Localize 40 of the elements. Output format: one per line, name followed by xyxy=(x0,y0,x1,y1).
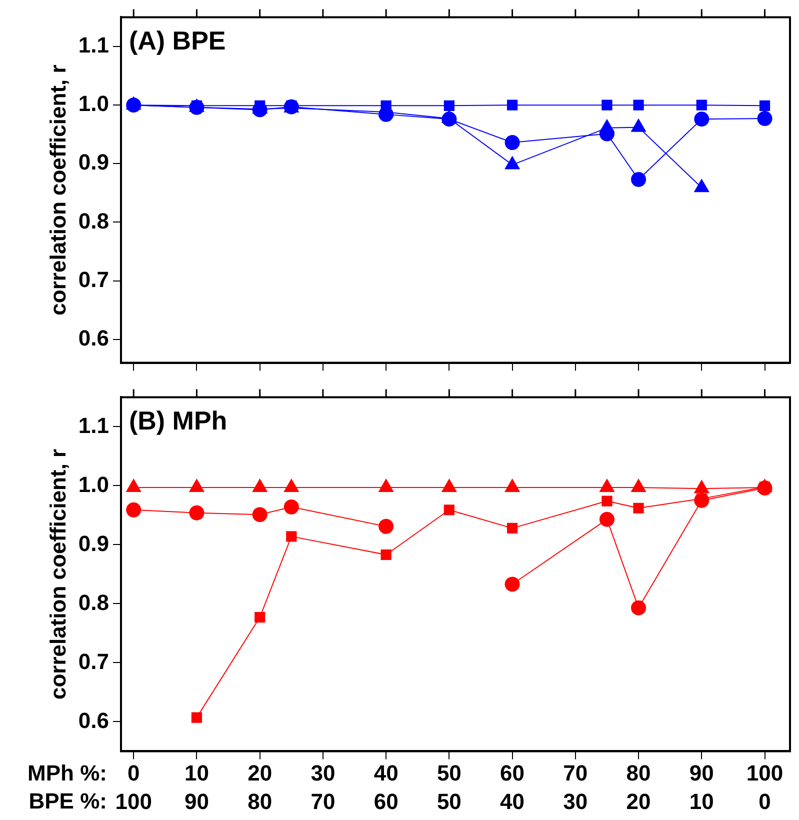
x2-tick-label: 80 xyxy=(248,788,272,814)
chart-title: (A) BPE xyxy=(128,25,226,56)
y-tick-label: 0.6 xyxy=(78,708,109,733)
x2-tick-label: 20 xyxy=(626,788,651,814)
x2-tick-label: 40 xyxy=(500,788,525,814)
x-tick-label: 30 xyxy=(310,760,336,786)
y-tick-label: 0.9 xyxy=(78,150,109,175)
x2-tick-label: 10 xyxy=(689,788,714,814)
x2-tick-label: 70 xyxy=(310,788,336,814)
y-tick-label: 0.7 xyxy=(78,266,109,292)
x2-tick-label: 0 xyxy=(758,788,771,814)
x2-tick-label: 30 xyxy=(563,788,588,814)
x2-tick-label: 60 xyxy=(374,788,398,814)
x-tick-label: 100 xyxy=(746,760,784,786)
x-tick-label: 0 xyxy=(127,760,140,786)
y-tick-label: 0.8 xyxy=(78,590,109,615)
x2-tick-label: 50 xyxy=(436,788,462,814)
x-tick-label: 70 xyxy=(563,760,588,786)
y-tick-label: 1.0 xyxy=(78,91,109,116)
y-tick-label: 1.0 xyxy=(78,472,109,497)
x2-tick-label: 90 xyxy=(184,788,209,814)
x-tick-label: 60 xyxy=(500,760,525,786)
x-tick-label: 10 xyxy=(184,760,209,786)
y-axis-title: correlation coefficient, r xyxy=(45,64,70,316)
y-tick-label: 1.1 xyxy=(78,32,109,58)
x-tick-label: 50 xyxy=(436,760,462,786)
x-tick-label: 90 xyxy=(689,760,714,786)
y-axis-title: correlation coefficient, r xyxy=(45,448,70,700)
y-tick-label: 1.1 xyxy=(78,412,109,438)
x2-axis-title: BPE %: xyxy=(28,788,107,814)
x-tick-label: 80 xyxy=(626,760,651,786)
y-tick-label: 0.6 xyxy=(78,325,109,350)
x-tick-label: 20 xyxy=(248,760,272,786)
y-tick-label: 0.7 xyxy=(78,648,109,674)
y-tick-label: 0.8 xyxy=(78,208,109,234)
chart-title: (B) MPh xyxy=(128,405,228,436)
x-tick-label: 40 xyxy=(374,760,398,786)
x-axis-title: MPh %: xyxy=(28,760,107,786)
x2-tick-label: 100 xyxy=(115,788,152,814)
y-tick-label: 0.9 xyxy=(78,530,109,556)
